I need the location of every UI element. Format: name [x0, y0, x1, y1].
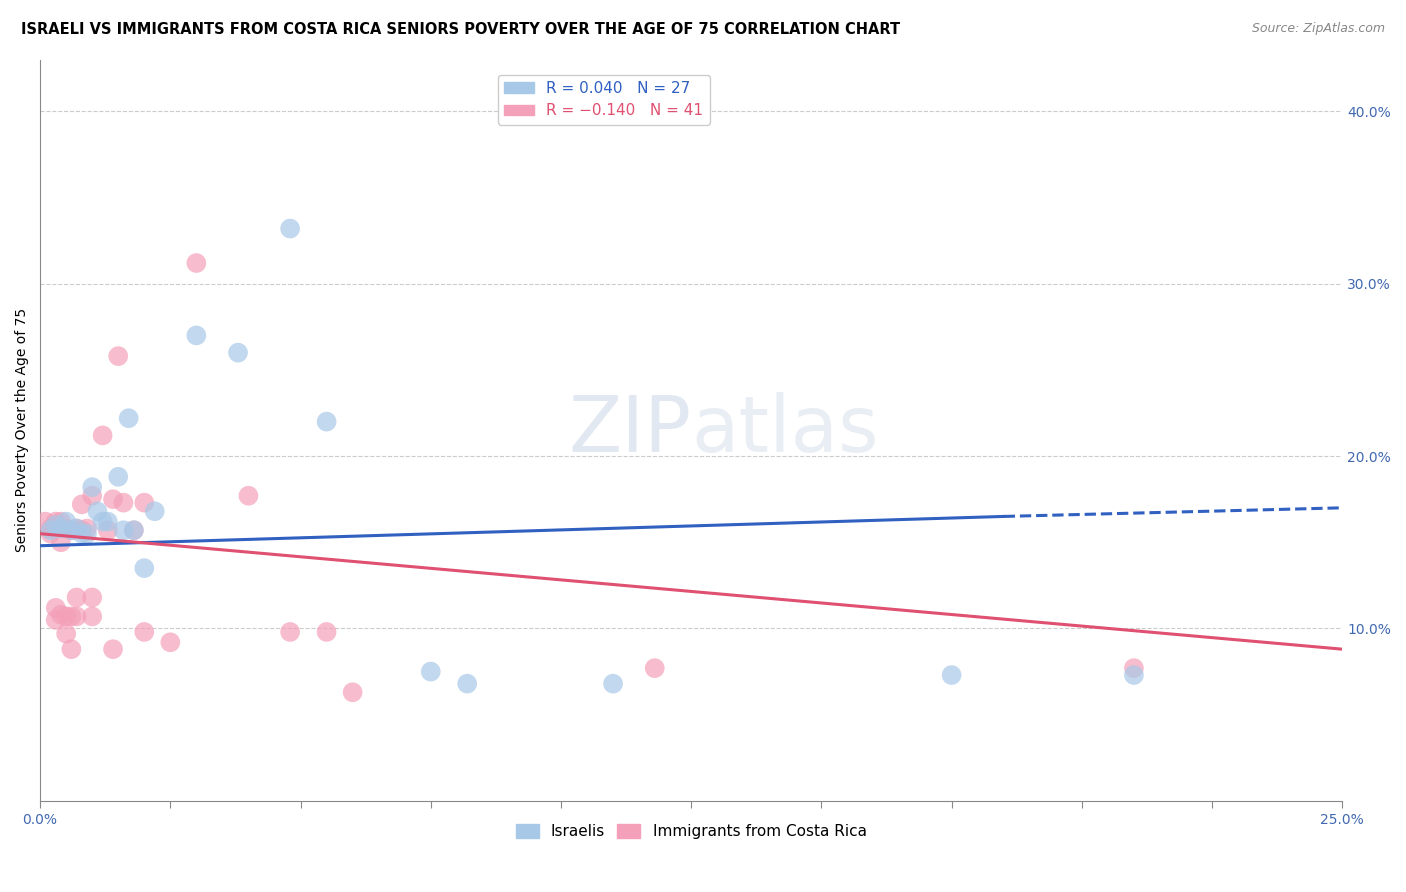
- Point: [70, 526, 93, 541]
- Point: [159, 635, 181, 649]
- Point: [278, 624, 301, 639]
- Point: [112, 496, 135, 510]
- Point: [45, 600, 67, 615]
- Point: [49, 607, 72, 622]
- Point: [49, 521, 72, 535]
- Point: [45, 515, 67, 529]
- Point: [65, 609, 87, 624]
- Point: [76, 526, 98, 541]
- Point: [82, 480, 104, 494]
- Text: atlas: atlas: [692, 392, 879, 468]
- Point: [49, 535, 72, 549]
- Point: [70, 523, 93, 537]
- Point: [602, 676, 624, 690]
- Point: [55, 515, 77, 529]
- Point: [941, 668, 963, 682]
- Point: [107, 470, 129, 484]
- Point: [315, 415, 337, 429]
- Point: [39, 523, 62, 537]
- Point: [134, 624, 156, 639]
- Point: [45, 518, 67, 533]
- Point: [55, 609, 77, 624]
- Point: [122, 523, 145, 537]
- Point: [97, 523, 120, 537]
- Point: [134, 496, 156, 510]
- Point: [186, 256, 208, 270]
- Point: [91, 428, 114, 442]
- Point: [39, 526, 62, 541]
- Text: Source: ZipAtlas.com: Source: ZipAtlas.com: [1251, 22, 1385, 36]
- Point: [97, 515, 120, 529]
- Point: [55, 626, 77, 640]
- Point: [55, 521, 77, 535]
- Point: [122, 523, 145, 537]
- Point: [65, 521, 87, 535]
- Point: [101, 642, 124, 657]
- Point: [82, 609, 104, 624]
- Point: [278, 221, 301, 235]
- Point: [65, 521, 87, 535]
- Point: [39, 521, 62, 535]
- Point: [112, 523, 135, 537]
- Point: [342, 685, 364, 699]
- Point: [34, 515, 56, 529]
- Point: [456, 676, 478, 690]
- Point: [107, 349, 129, 363]
- Y-axis label: Seniors Poverty Over the Age of 75: Seniors Poverty Over the Age of 75: [15, 308, 30, 552]
- Point: [91, 515, 114, 529]
- Point: [238, 489, 260, 503]
- Point: [60, 523, 83, 537]
- Point: [76, 521, 98, 535]
- Point: [226, 345, 249, 359]
- Point: [315, 624, 337, 639]
- Point: [186, 328, 208, 343]
- Point: [644, 661, 666, 675]
- Point: [60, 642, 83, 657]
- Text: ZIP: ZIP: [568, 392, 692, 468]
- Point: [419, 665, 441, 679]
- Point: [101, 492, 124, 507]
- Point: [82, 591, 104, 605]
- Point: [1122, 661, 1144, 675]
- Point: [118, 411, 141, 425]
- Point: [60, 523, 83, 537]
- Point: [65, 591, 87, 605]
- Text: ISRAELI VS IMMIGRANTS FROM COSTA RICA SENIORS POVERTY OVER THE AGE OF 75 CORRELA: ISRAELI VS IMMIGRANTS FROM COSTA RICA SE…: [21, 22, 900, 37]
- Point: [86, 504, 108, 518]
- Point: [60, 609, 83, 624]
- Point: [143, 504, 166, 518]
- Point: [1122, 668, 1144, 682]
- Legend: Israelis, Immigrants from Costa Rica: Israelis, Immigrants from Costa Rica: [510, 818, 873, 845]
- Point: [82, 489, 104, 503]
- Point: [49, 515, 72, 529]
- Point: [70, 497, 93, 511]
- Point: [45, 613, 67, 627]
- Point: [134, 561, 156, 575]
